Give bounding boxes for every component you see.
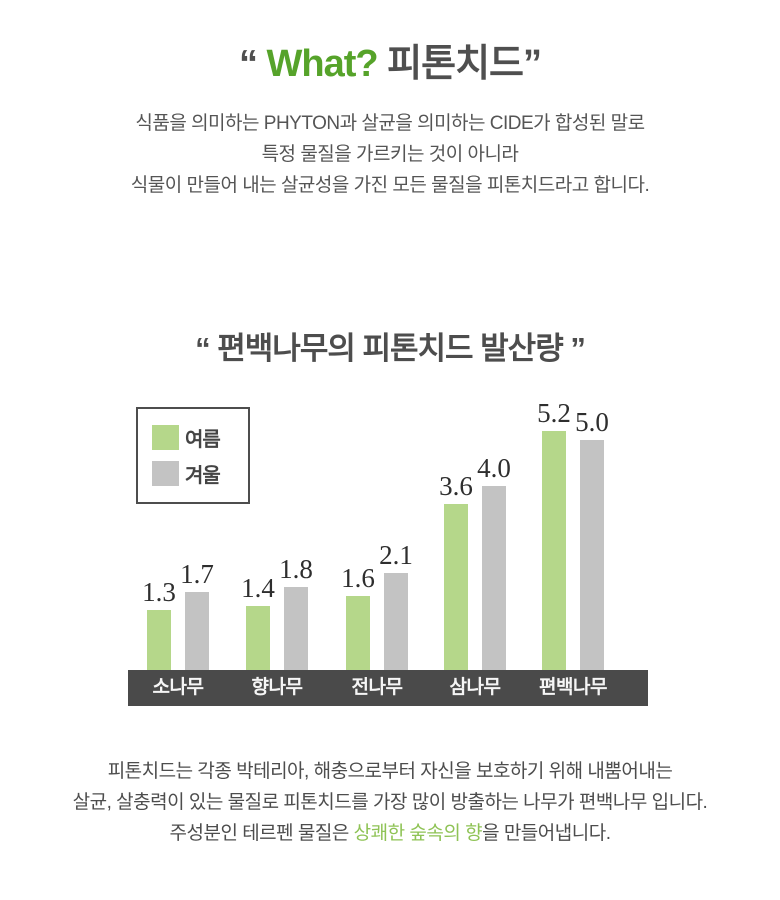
bar-wrap: 3.6	[439, 470, 473, 670]
bar-wrap: 1.4	[241, 572, 275, 670]
intro-line-3: 식물이 만들어 내는 살균성을 가진 모든 물질을 피톤치드라고 합니다.	[130, 174, 650, 196]
bar-겨울-소나무	[185, 591, 209, 670]
description-line-3-pre: 주성분인 테르펜 물질은	[169, 822, 354, 844]
bar-value-label: 5.0	[575, 406, 609, 437]
bar-value-label: 1.7	[180, 558, 214, 589]
bar-value-label: 1.3	[142, 576, 176, 607]
bar-wrap: 2.1	[379, 539, 413, 670]
bar-value-label: 1.8	[279, 553, 313, 584]
chart-plot-area: 여름 겨울 1.3 1.7 1.4 1.8 1.6 2.1 3.6 4.0 5.2 5.0	[128, 395, 648, 670]
bar-여름-삼나무	[444, 503, 468, 670]
bar-group-소나무: 1.3 1.7	[123, 559, 233, 670]
bar-group-삼나무: 3.6 4.0	[420, 453, 530, 670]
bar-value-label: 2.1	[379, 539, 413, 570]
quote-open: “	[238, 43, 267, 85]
bar-value-label: 5.2	[537, 397, 571, 428]
bar-value-label: 3.6	[439, 470, 473, 501]
x-axis-label-소나무: 소나무	[152, 676, 204, 698]
x-axis-band: 소나무 향나무 전나무 삼나무 편백나무	[128, 669, 648, 706]
page-title-english: What?	[266, 43, 379, 85]
header-section: “ What? 피톤치드” 식품을 의미하는 PHYTON과 살균을 의미하는 …	[0, 0, 780, 201]
bar-chart: 여름 겨울 1.3 1.7 1.4 1.8 1.6 2.1 3.6 4.0 5.2 5.0 소나무…	[128, 395, 648, 706]
bar-wrap: 5.0	[575, 406, 609, 670]
chart-title: “ 편백나무의 피톤치드 발산량 ”	[195, 330, 586, 366]
page-title-korean: 피톤치드	[377, 43, 524, 85]
x-axis-label-향나무: 향나무	[251, 676, 303, 698]
quote-close: ”	[523, 43, 542, 85]
bar-여름-향나무	[246, 605, 270, 670]
description-line-3: 주성분인 테르펜 물질은 상쾌한 숲속의 향을 만들어냅니다.	[0, 818, 780, 849]
page-title: “ What? 피톤치드”	[0, 42, 780, 88]
bar-겨울-편백나무	[580, 439, 604, 670]
bar-겨울-전나무	[384, 572, 408, 670]
bar-여름-소나무	[147, 609, 171, 670]
description-line-3-post: 을 만들어냅니다.	[482, 822, 611, 844]
summer-color-swatch	[152, 424, 179, 450]
description-highlight: 상쾌한 숲속의 향	[353, 822, 483, 844]
description-line-1: 피톤치드는 각종 박테리아, 해충으로부터 자신을 보호하기 위해 내뿜어내는	[107, 760, 673, 782]
bar-wrap: 1.3	[142, 576, 176, 670]
legend-label-summer: 여름	[185, 428, 221, 451]
bar-여름-전나무	[346, 595, 370, 670]
legend-item-winter: 겨울	[152, 459, 248, 488]
legend-label-winter: 겨울	[185, 464, 221, 487]
bar-겨울-향나무	[284, 586, 308, 670]
winter-color-swatch	[152, 460, 179, 486]
bar-wrap: 1.8	[279, 553, 313, 670]
bar-value-label: 1.6	[341, 562, 375, 593]
intro-line-1: 식품을 의미하는 PHYTON과 살균을 의미하는 CIDE가 합성된 말로	[135, 112, 645, 134]
bar-group-편백나무: 5.2 5.0	[518, 398, 628, 670]
intro-paragraph: 식품을 의미하는 PHYTON과 살균을 의미하는 CIDE가 합성된 말로 특…	[0, 108, 780, 201]
bar-겨울-삼나무	[482, 485, 506, 670]
chart-legend: 여름 겨울	[136, 406, 250, 504]
intro-line-2: 특정 물질을 가르키는 것이 아니라	[261, 143, 519, 165]
bar-여름-편백나무	[542, 430, 566, 670]
legend-item-summer: 여름	[152, 423, 248, 452]
bar-wrap: 1.6	[341, 562, 375, 670]
bar-group-전나무: 1.6 2.1	[322, 540, 432, 670]
description-paragraph: 피톤치드는 각종 박테리아, 해충으로부터 자신을 보호하기 위해 내뿜어내는 …	[0, 756, 780, 849]
description-line-2: 살균, 살충력이 있는 물질로 피톤치드를 가장 많이 방출하는 나무가 편백나…	[72, 791, 708, 813]
bar-wrap: 5.2	[537, 397, 571, 670]
bar-wrap: 4.0	[477, 452, 511, 670]
bar-value-label: 4.0	[477, 452, 511, 483]
chart-section: “ 편백나무의 피톤치드 발산량 ” 여름 겨울 1.3 1.7 1.4 1.8 1.6…	[0, 329, 780, 706]
x-axis-label-삼나무: 삼나무	[449, 676, 501, 698]
bar-wrap: 1.7	[180, 558, 214, 670]
bar-group-향나무: 1.4 1.8	[222, 554, 332, 670]
x-axis-label-편백나무: 편백나무	[539, 676, 607, 698]
x-axis-label-전나무: 전나무	[351, 676, 403, 698]
bar-value-label: 1.4	[241, 572, 275, 603]
